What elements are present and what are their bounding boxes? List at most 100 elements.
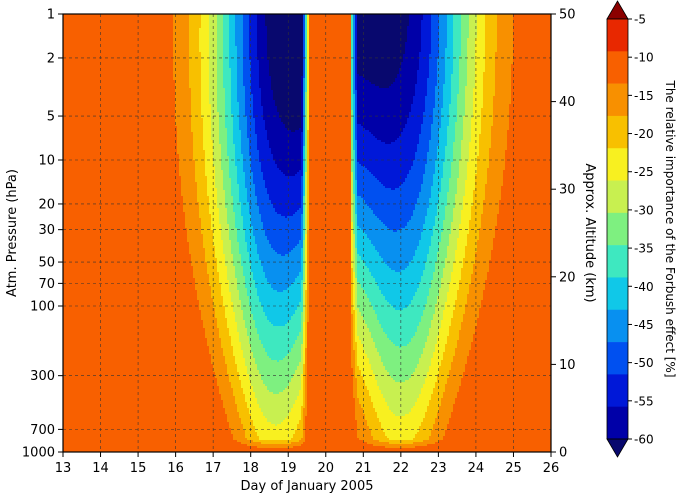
contour-cell (257, 448, 260, 452)
contour-cell (407, 344, 410, 381)
contour-cell (209, 214, 212, 287)
contour-cell (207, 14, 210, 197)
contour-cell (441, 108, 444, 179)
contour-cell (397, 230, 400, 273)
contour-cell (503, 14, 506, 171)
contour-cell (397, 346, 400, 383)
contour-cell (255, 134, 258, 197)
contour-cell (279, 444, 282, 449)
contour-cell (413, 406, 416, 439)
contour-cell (381, 88, 384, 143)
contour-cell (493, 238, 496, 452)
x-axis: 13 14 15 16 17 18 19 20 21 22 23 24 25 26 (55, 452, 559, 476)
contour-cell (393, 82, 396, 143)
contour-cell (493, 96, 496, 239)
contour-cell (367, 390, 370, 427)
y-tick-label: 70 (38, 277, 55, 292)
contour-cell (265, 26, 268, 131)
contour-cell (293, 446, 296, 452)
contour-cell (267, 444, 270, 449)
contour-cell (251, 352, 254, 387)
y2-tick-label: 10 (559, 358, 576, 373)
contour-cell (295, 278, 298, 311)
contour-cell (435, 304, 438, 345)
contour-cell (439, 242, 442, 289)
contour-cell (357, 308, 360, 337)
contour-cell (361, 344, 364, 377)
contour-cell (289, 216, 292, 253)
contour-cell (343, 14, 346, 452)
contour-cell (301, 438, 304, 445)
contour-cell (279, 440, 282, 445)
contour-cell (261, 344, 264, 381)
contour-cell (477, 14, 480, 157)
contour-cell (439, 406, 442, 441)
contour-cell (267, 60, 270, 141)
contour-cell (419, 394, 422, 427)
contour-cell (399, 68, 402, 137)
contour-cell (411, 216, 414, 261)
contour-cell (377, 14, 380, 87)
contour-cell (281, 392, 284, 423)
contour-cell (283, 440, 286, 445)
contour-cell (359, 228, 362, 257)
contour-cell (381, 258, 384, 295)
contour-cell (429, 288, 432, 329)
contour-cell (479, 308, 482, 452)
contour-cell (413, 442, 416, 449)
contour-cell (393, 14, 396, 83)
contour-cell (261, 444, 264, 449)
contour-cell (395, 272, 398, 311)
contour-cell (421, 388, 424, 423)
contour-cell (255, 14, 258, 135)
contour-cell (391, 270, 394, 307)
contour-cell (385, 14, 388, 89)
contour-cell (353, 14, 356, 95)
contour-cell (383, 142, 386, 187)
contour-cell (249, 446, 252, 452)
contour-cell (269, 284, 272, 323)
contour-cell (439, 14, 442, 129)
contour-cell (463, 116, 466, 197)
contour-cell (351, 110, 354, 173)
contour-cell (183, 14, 186, 213)
contour-cell (183, 212, 186, 452)
contour-cell (277, 254, 280, 293)
contour-cell (365, 234, 368, 267)
contour-cell (241, 14, 244, 155)
contour-cell (381, 428, 384, 443)
contour-cell (443, 162, 446, 221)
contour-cell (207, 346, 210, 452)
contour-cell (205, 176, 208, 263)
contour-cell (203, 328, 206, 452)
contour-cell (291, 132, 294, 177)
contour-cell (385, 188, 388, 227)
contour-cell (393, 232, 396, 271)
contour-cell (233, 356, 236, 397)
contour-cell (419, 426, 422, 443)
contour-cell (463, 196, 466, 259)
contour-cell (223, 88, 226, 191)
contour-cell (207, 196, 210, 275)
contour-cell (381, 362, 384, 395)
contour-cell (249, 440, 252, 447)
contour-cell (441, 360, 444, 399)
contour-cell (255, 288, 258, 329)
contour-cell (297, 14, 300, 131)
contour-cell (409, 14, 412, 113)
contour-cell (363, 200, 366, 233)
colorbar-band (607, 115, 628, 149)
contour-cell (265, 188, 268, 237)
contour-cell (179, 14, 182, 177)
contour-cell (385, 88, 388, 145)
contour-cell (549, 14, 551, 452)
contour-cell (447, 336, 450, 379)
contour-cell (403, 382, 406, 417)
contour-cell (299, 302, 302, 333)
contour-cell (433, 272, 436, 315)
contour-cell (421, 354, 424, 389)
contour-cell (245, 328, 248, 367)
contour-cell (433, 226, 436, 273)
contour-cell (271, 360, 274, 393)
contour-cell (377, 320, 380, 353)
